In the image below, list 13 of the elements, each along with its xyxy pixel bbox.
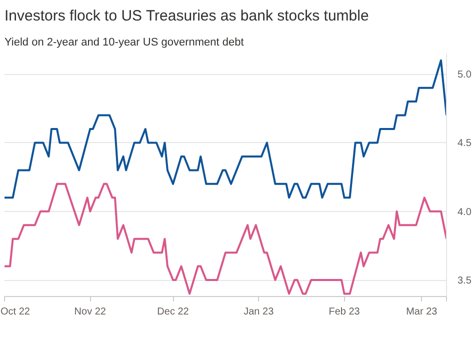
x-tick-label: Jan 23 <box>244 306 274 318</box>
y-tick-label: 4.5 <box>458 138 472 150</box>
x-tick-label: Oct 22 <box>0 306 30 318</box>
chart-title: Investors flock to US Treasuries as bank stocks tumble <box>4 8 369 24</box>
x-tick-label: Feb 23 <box>328 306 360 318</box>
y-tick-label: 5.0 <box>458 70 472 81</box>
chart-subtitle: Yield on 2-year and 10-year US government debt <box>4 36 244 48</box>
x-tick-label: Nov 22 <box>74 306 106 318</box>
y-tick-label: 3.5 <box>458 276 472 287</box>
x-tick-label: Dec 22 <box>157 306 190 318</box>
x-tick-label: Mar 23 <box>406 306 438 318</box>
y-tick-label: 4.0 <box>458 206 472 218</box>
line-series <box>4 59 446 199</box>
